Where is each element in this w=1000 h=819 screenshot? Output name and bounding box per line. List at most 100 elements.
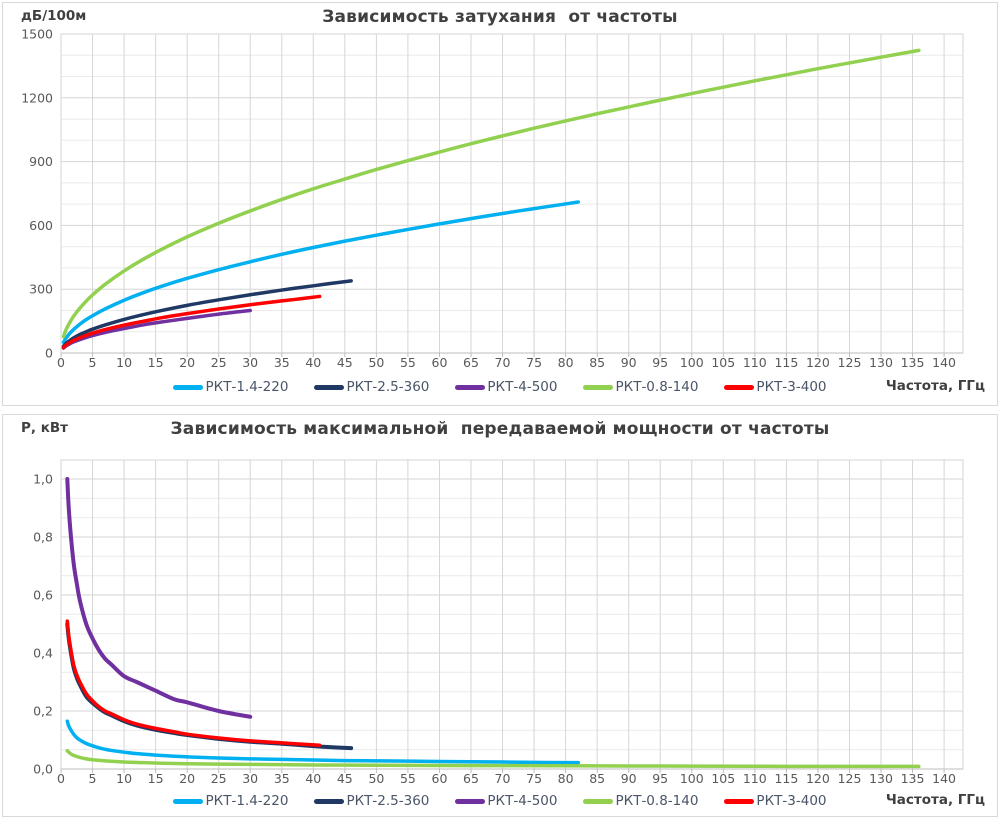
x-tick-label: 55 <box>400 771 416 786</box>
x-tick-label: 70 <box>495 771 511 786</box>
attenuation-chart-panel: 0 5 10 15 20 25 30 35 40 45 50 55 60 65 70 75 80 85 90 95 10… <box>2 2 998 406</box>
x-tick-label: 40 <box>305 355 321 370</box>
x-tick-label: 10 <box>116 355 132 370</box>
x-axis-label: Частота, ГГц <box>885 378 985 394</box>
y-axis-unit-label: дБ/100м <box>21 8 87 24</box>
legend: РКТ-1.4-220 РКТ-2.5-360 РКТ-4-500 РКТ-0.8-1… <box>3 379 997 395</box>
x-tick-label: 105 <box>711 771 735 786</box>
x-tick-label: 110 <box>743 771 767 786</box>
legend-item-rkt-1-4-220: РКТ-1.4-220 <box>173 379 288 395</box>
x-tick-labels: 0 5 10 15 20 25 30 35 40 45 50 55 60 65 70 75 80 85 90 95 10… <box>57 355 956 370</box>
x-tick-label: 80 <box>558 771 574 786</box>
chart-title: Зависимость затухания от частоты <box>322 7 678 27</box>
x-tick-label: 25 <box>211 355 227 370</box>
series-line-rkt-3-400 <box>61 294 322 350</box>
y-tick-label: 600 <box>29 218 53 233</box>
y-tick-label: 0,6 <box>33 588 53 603</box>
y-tick-label: 0,2 <box>33 704 53 719</box>
x-tick-label: 25 <box>211 771 227 786</box>
x-axis-label: Частота, ГГц <box>885 792 985 808</box>
x-tick-label: 55 <box>400 355 416 370</box>
x-tick-label: 30 <box>242 771 258 786</box>
y-tick-labels: 0,0 0,2 0,4 0,6 0,8 1,0 <box>33 472 53 777</box>
x-tick-label: 65 <box>463 355 479 370</box>
x-tick-label: 35 <box>274 771 290 786</box>
x-tick-label: 0 <box>57 355 65 370</box>
x-tick-label: 130 <box>869 355 893 370</box>
gridlines <box>60 460 963 770</box>
legend-marker-rkt-0-8-140-icon <box>583 798 614 804</box>
series-line-rkt-2-5-360 <box>65 621 354 751</box>
legend-item-rkt-2-5-360: РКТ-2.5-360 <box>314 793 429 809</box>
x-tick-label: 5 <box>89 771 97 786</box>
x-tick-label: 85 <box>589 355 605 370</box>
x-tick-label: 80 <box>558 355 574 370</box>
x-tick-label: 125 <box>838 355 862 370</box>
x-tick-label: 20 <box>179 771 195 786</box>
chart-title: Зависимость максимальной передаваемой мо… <box>170 419 830 439</box>
legend-marker-rkt-4-500-icon <box>455 798 486 804</box>
series-line-rkt-1-4-220 <box>61 200 580 345</box>
x-tick-label: 100 <box>680 771 704 786</box>
legend-label-rkt-3-400: РКТ-3-400 <box>756 379 827 395</box>
series-line-rkt-3-400 <box>65 619 322 747</box>
legend-item-rkt-0-8-140: РКТ-0.8-140 <box>583 379 698 395</box>
x-tick-label: 135 <box>901 355 925 370</box>
x-tick-label: 20 <box>179 355 195 370</box>
y-tick-label: 0,0 <box>33 762 53 777</box>
x-tick-label: 60 <box>432 771 448 786</box>
x-tick-label: 15 <box>148 355 164 370</box>
x-tick-label: 60 <box>432 355 448 370</box>
y-tick-label: 1,0 <box>33 472 53 487</box>
legend-item-rkt-4-500: РКТ-4-500 <box>455 793 557 809</box>
x-tick-label: 120 <box>806 771 830 786</box>
series-lines <box>65 476 921 769</box>
x-tick-label: 95 <box>652 355 668 370</box>
y-tick-label: 300 <box>29 282 53 297</box>
legend-item-rkt-1-4-220: РКТ-1.4-220 <box>173 793 288 809</box>
x-tick-labels: 0 5 10 15 20 25 30 35 40 45 50 55 60 65 70 75 80 85 90 95 10… <box>57 771 956 786</box>
legend-label-rkt-2-5-360: РКТ-2.5-360 <box>346 379 430 395</box>
legend-item-rkt-0-8-140: РКТ-0.8-140 <box>583 793 698 809</box>
x-tick-label: 40 <box>305 771 321 786</box>
series-line-rkt-0-8-140 <box>65 748 921 769</box>
legend-label-rkt-3-400: РКТ-3-400 <box>756 793 827 809</box>
x-tick-label: 95 <box>652 771 668 786</box>
x-tick-label: 110 <box>743 355 767 370</box>
y-tick-label: 0 <box>45 346 53 361</box>
y-tick-label: 0,4 <box>33 646 53 661</box>
x-tick-label: 135 <box>901 771 925 786</box>
y-tick-labels: 0 300 600 900 1200 1500 <box>21 27 53 361</box>
y-tick-label: 0,8 <box>33 530 53 545</box>
legend-marker-rkt-3-400-icon <box>724 384 755 390</box>
gridlines <box>60 33 963 354</box>
x-tick-label: 125 <box>838 771 862 786</box>
legend-marker-rkt-0-8-140-icon <box>583 384 614 390</box>
series-line-rkt-1-4-220 <box>65 719 580 765</box>
attenuation-chart-plot: 0 5 10 15 20 25 30 35 40 45 50 55 60 65 70 75 80 85 90 95 10… <box>21 27 964 370</box>
legend-item-rkt-3-400: РКТ-3-400 <box>724 793 827 809</box>
x-tick-label: 15 <box>148 771 164 786</box>
y-tick-label: 1200 <box>21 90 53 105</box>
x-tick-label: 45 <box>337 355 353 370</box>
y-axis-unit-label: Р, кВт <box>21 420 68 436</box>
legend-label-rkt-1-4-220: РКТ-1.4-220 <box>205 379 289 395</box>
x-tick-label: 0 <box>57 771 65 786</box>
x-tick-label: 65 <box>463 771 479 786</box>
legend-item-rkt-3-400: РКТ-3-400 <box>724 379 827 395</box>
legend-label-rkt-0-8-140: РКТ-0.8-140 <box>615 793 699 809</box>
legend-marker-rkt-4-500-icon <box>455 384 486 390</box>
y-tick-label: 1500 <box>21 27 53 42</box>
y-tick-label: 900 <box>29 154 53 169</box>
legend-label-rkt-4-500: РКТ-4-500 <box>487 793 558 809</box>
x-tick-label: 75 <box>526 771 542 786</box>
series-line-rkt-2-5-360 <box>61 279 353 348</box>
x-tick-label: 50 <box>368 771 384 786</box>
x-tick-label: 100 <box>680 355 704 370</box>
legend-marker-rkt-1-4-220-icon <box>173 384 204 390</box>
x-tick-label: 85 <box>589 771 605 786</box>
legend-marker-rkt-1-4-220-icon <box>173 798 204 804</box>
legend-label-rkt-4-500: РКТ-4-500 <box>487 379 558 395</box>
x-tick-label: 90 <box>621 771 637 786</box>
legend-item-rkt-2-5-360: РКТ-2.5-360 <box>314 379 429 395</box>
